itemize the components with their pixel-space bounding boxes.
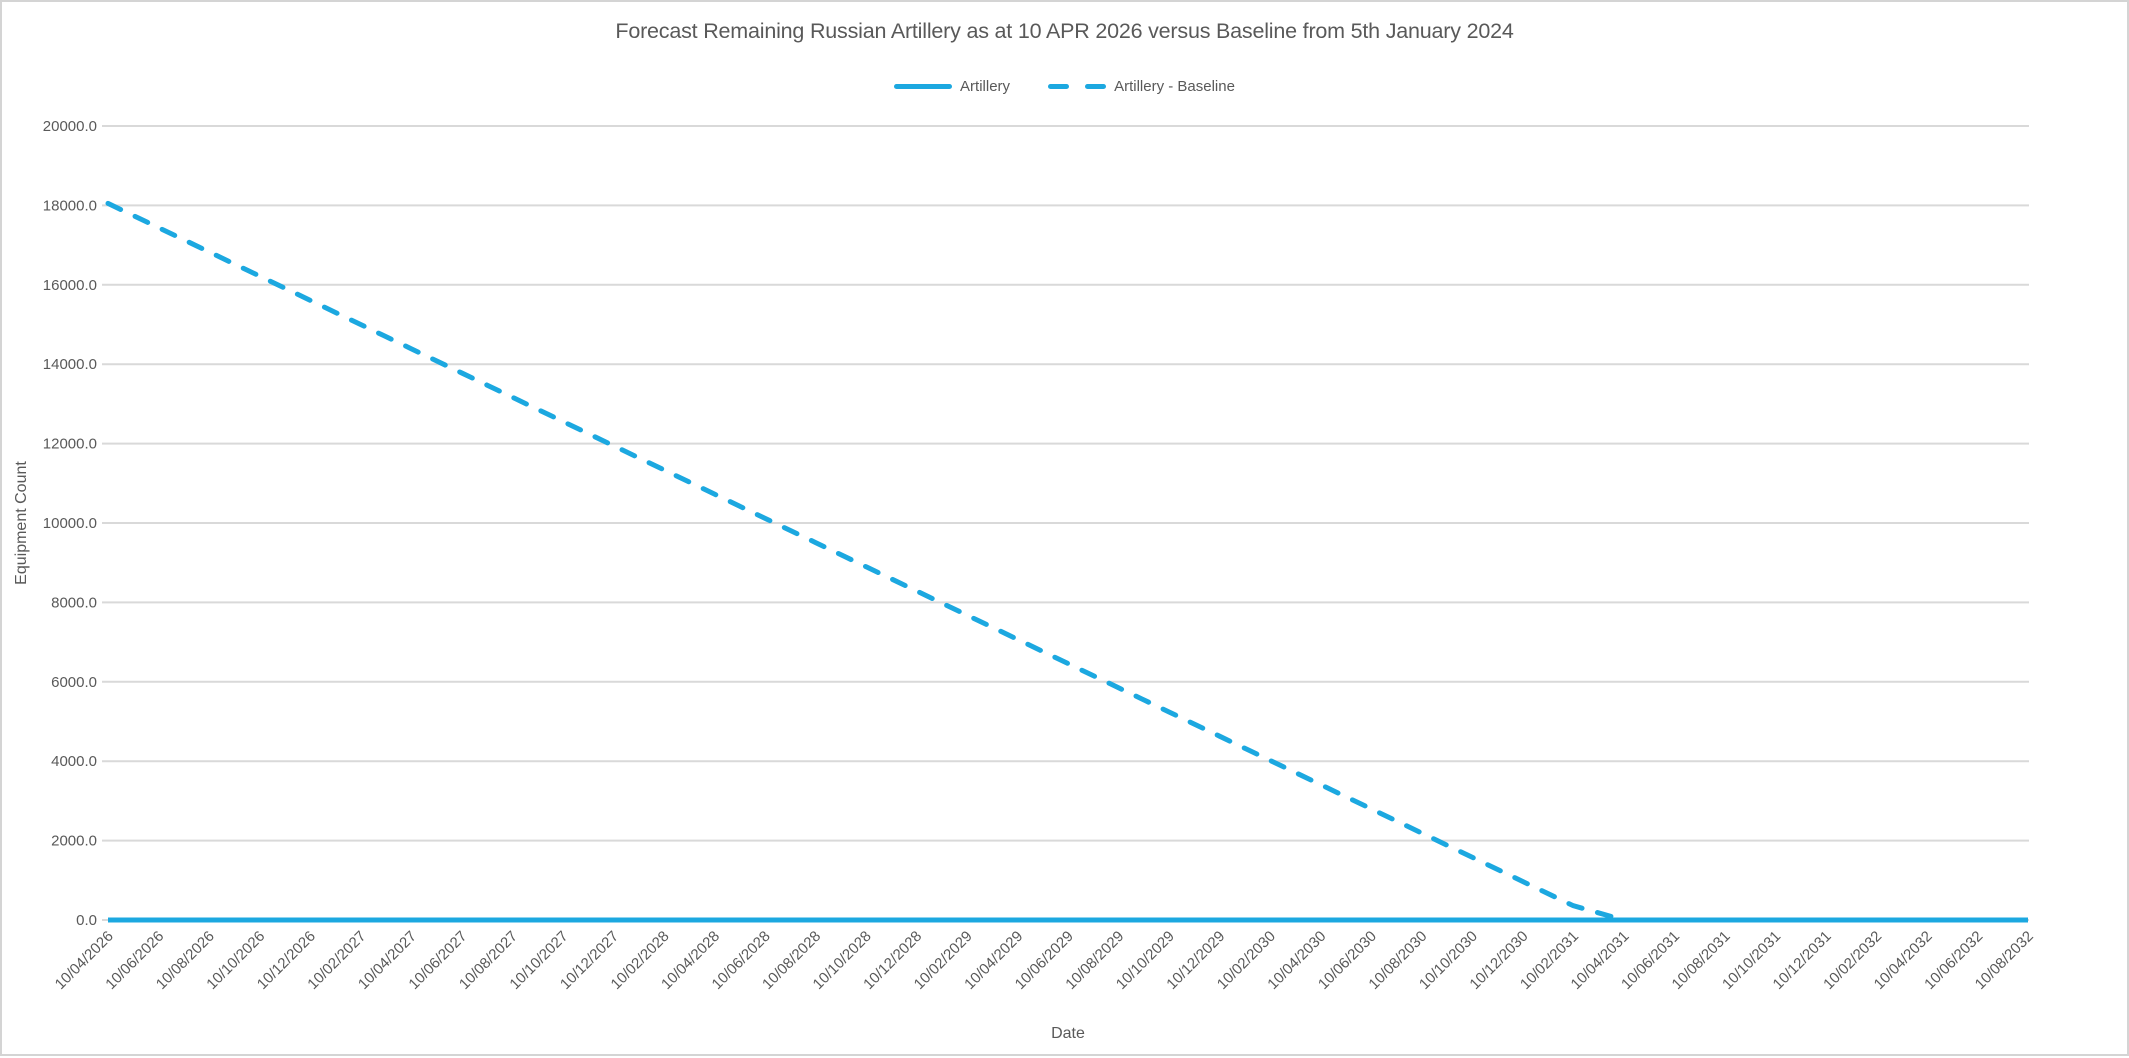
series-line-artillery-baseline[interactable] (105, 200, 1627, 923)
y-axis-tick-label: 20000.0 (43, 118, 97, 135)
y-axis-tick-label: 18000.0 (43, 197, 97, 214)
y-axis-tick-label: 2000.0 (51, 833, 97, 850)
chart-title: Forecast Remaining Russian Artillery as … (615, 19, 1514, 43)
y-axis-tick-label: 8000.0 (51, 594, 97, 611)
x-axis-title: Date (1051, 1025, 1085, 1042)
legend-label-artillery-baseline: Artillery - Baseline (1114, 78, 1235, 95)
artillery-baseline-line-swatch (1048, 84, 1107, 89)
y-axis-tick-label: 12000.0 (43, 436, 97, 453)
legend-item-artillery[interactable]: Artillery (894, 78, 1010, 95)
y-axis-title: Equipment Count (13, 461, 30, 585)
y-axis-tick-label: 14000.0 (43, 356, 97, 373)
y-axis-tick-label: 16000.0 (43, 277, 97, 294)
y-axis-tick-label: 0.0 (76, 912, 97, 929)
legend: Artillery Artillery - Baseline (2, 78, 2127, 95)
y-axis-tick-label: 4000.0 (51, 753, 97, 770)
legend-label-artillery: Artillery (960, 78, 1011, 95)
y-axis-tick-label: 6000.0 (51, 674, 97, 691)
artillery-line-swatch (894, 84, 953, 89)
legend-item-artillery-baseline[interactable]: Artillery - Baseline (1048, 78, 1235, 95)
y-axis-tick-label: 10000.0 (43, 515, 97, 532)
